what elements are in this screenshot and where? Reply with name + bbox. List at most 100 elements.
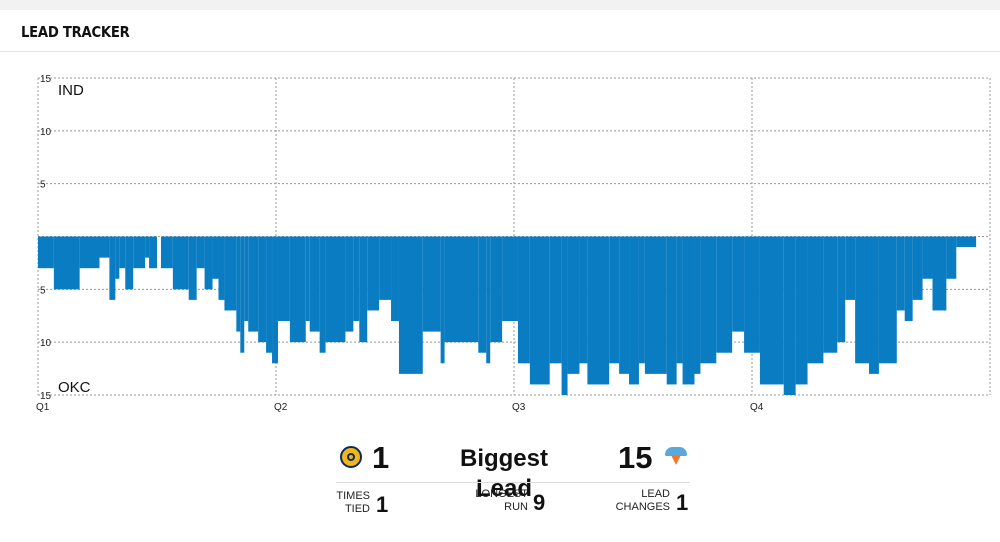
lead-segment xyxy=(272,236,278,364)
x-tick-labels: Q1 Q2 Q3 Q4 xyxy=(36,402,764,413)
y-tick-label: 5 xyxy=(40,180,46,191)
okc-biggest-lead: 15 xyxy=(618,440,653,475)
lead-segment xyxy=(502,236,518,322)
lead-segment xyxy=(529,236,550,385)
lead-changes-value: 1 xyxy=(676,490,689,515)
lead-segment xyxy=(549,236,562,364)
lead-segment xyxy=(567,236,580,374)
lead-segment xyxy=(444,236,479,343)
stats-divider xyxy=(336,482,690,483)
lead-segment xyxy=(629,236,639,385)
lead-segment xyxy=(823,236,838,353)
times-tied-label: TIMES TIED xyxy=(336,490,370,515)
x-tick-label: Q2 xyxy=(274,402,288,413)
lead-segment xyxy=(248,236,259,332)
lead-segment xyxy=(236,236,241,332)
lead-segment xyxy=(125,236,134,290)
lead-segment xyxy=(379,236,392,300)
y-tick-label: 15 xyxy=(40,74,52,85)
lead-segment xyxy=(53,236,80,290)
lead-segment xyxy=(795,236,808,385)
lead-segment xyxy=(732,236,745,332)
lead-segment xyxy=(956,236,977,248)
lead-segment xyxy=(644,236,667,374)
lead-segment xyxy=(99,236,110,258)
lead-segment xyxy=(587,236,610,385)
lead-segment xyxy=(353,236,360,322)
lead-tracker-chart: 15 10 5 5 10 15 Q1 Q2 Q3 Q4 IND OKC xyxy=(36,74,991,413)
lead-segment xyxy=(367,236,380,311)
lead-segment xyxy=(490,236,503,343)
lead-segment xyxy=(172,236,189,290)
lead-segment xyxy=(319,236,326,353)
lead-segment xyxy=(422,236,441,332)
lead-segment xyxy=(517,236,530,364)
lead-segment xyxy=(912,236,923,300)
lead-segment xyxy=(682,236,695,385)
lead-segment xyxy=(579,236,588,364)
lead-segment xyxy=(149,236,157,269)
lead-segment xyxy=(932,236,947,311)
lead-segment xyxy=(218,236,225,300)
lead-segment xyxy=(109,236,116,300)
lead-segment xyxy=(196,236,205,269)
lead-segment xyxy=(359,236,368,343)
lead-segment xyxy=(289,236,306,343)
lead-changes-label: LEAD CHANGES xyxy=(615,488,670,513)
lead-segment xyxy=(309,236,320,332)
times-tied-value: 1 xyxy=(376,492,389,517)
lead-area xyxy=(38,236,977,395)
lead-segment xyxy=(391,236,399,322)
lead-segment xyxy=(277,236,290,322)
x-tick-label: Q3 xyxy=(512,402,526,413)
lead-segment xyxy=(133,236,146,269)
lead-segment xyxy=(119,236,126,269)
lead-segment xyxy=(160,236,173,269)
lead-segment xyxy=(561,236,568,395)
lead-segment xyxy=(904,236,913,322)
lead-segment xyxy=(676,236,683,364)
lead-segment xyxy=(759,236,784,385)
lead-segment xyxy=(440,236,445,364)
lead-segment xyxy=(212,236,219,279)
lead-segment xyxy=(345,236,354,332)
lead-segment xyxy=(240,236,245,353)
lead-segment xyxy=(869,236,879,374)
lead-segment xyxy=(744,236,760,353)
card-header: LEAD TRACKER xyxy=(0,10,1000,52)
lead-segment xyxy=(325,236,346,343)
lead-segment xyxy=(922,236,933,279)
lead-segment xyxy=(145,236,150,258)
y-tick-labels: 15 10 5 5 10 15 xyxy=(40,74,52,402)
lead-segment xyxy=(38,236,54,269)
lead-segment xyxy=(305,236,310,322)
lead-segment xyxy=(224,236,237,311)
lead-segment xyxy=(694,236,701,374)
longest-run-label: LONGEST RUN xyxy=(475,488,528,513)
lead-segment xyxy=(486,236,491,364)
x-tick-label: Q1 xyxy=(36,402,50,413)
lead-segment xyxy=(619,236,630,374)
card-title: LEAD TRACKER xyxy=(21,23,130,41)
lead-segment xyxy=(700,236,717,364)
lead-segment xyxy=(855,236,870,364)
lead-segment xyxy=(398,236,423,374)
lead-segment xyxy=(115,236,120,279)
y-tick-label: 10 xyxy=(40,127,52,138)
game-stats: 1 Biggest Lead 15 TIMES TIED 1 LONGEST R… xyxy=(336,432,690,532)
lead-segment xyxy=(244,236,249,322)
x-tick-label: Q4 xyxy=(750,402,764,413)
ind-biggest-lead: 1 xyxy=(372,440,390,475)
lead-segment xyxy=(204,236,213,290)
team-label-ind: IND xyxy=(58,82,84,99)
team-label-okc: OKC xyxy=(58,379,91,396)
lead-segment xyxy=(807,236,824,364)
lead-segment xyxy=(783,236,796,395)
longest-run-value: 9 xyxy=(533,490,546,515)
lead-segment xyxy=(845,236,856,300)
lead-segment xyxy=(638,236,645,364)
lead-segment xyxy=(666,236,677,385)
biggest-lead-label: Biggest Lead xyxy=(459,445,548,502)
lead-segment xyxy=(946,236,957,279)
lead-segment xyxy=(896,236,905,311)
